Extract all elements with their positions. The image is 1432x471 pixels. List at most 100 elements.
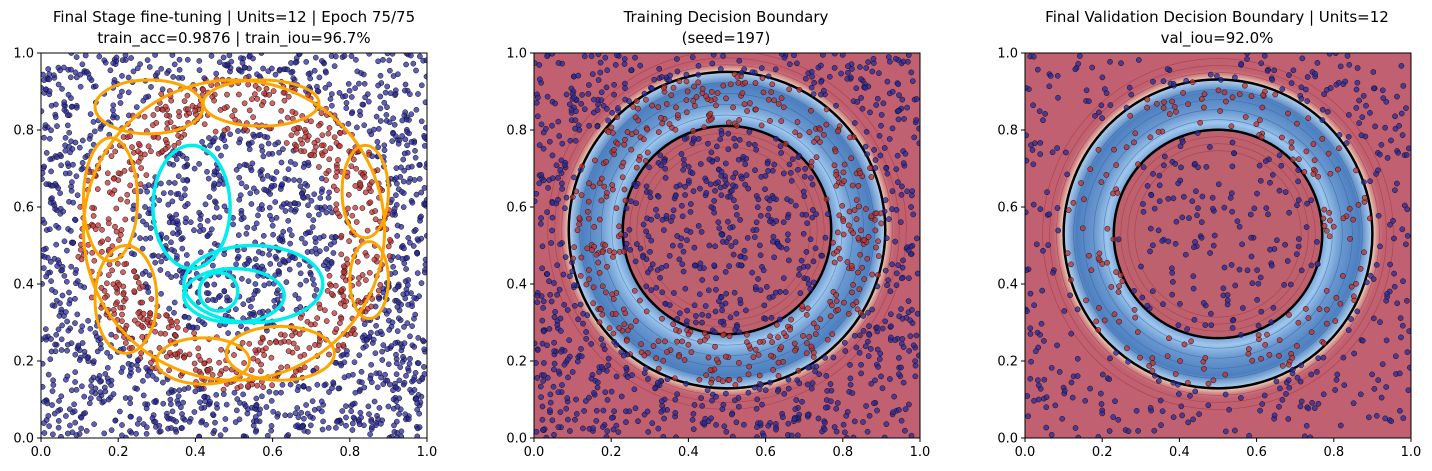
scatter-point — [147, 235, 154, 241]
scatter-point — [823, 372, 830, 379]
unit-loop-orange — [93, 244, 159, 355]
scatter-point — [68, 187, 75, 194]
scatter-point — [410, 377, 417, 383]
scatter-point — [1276, 187, 1283, 194]
scatter-point — [230, 221, 236, 228]
scatter-point — [1348, 283, 1355, 290]
scatter-point — [888, 311, 894, 318]
scatter-point — [679, 202, 685, 209]
scatter-point — [69, 179, 75, 185]
scatter-point — [116, 281, 123, 288]
contour-line — [636, 139, 818, 321]
scatter-point — [149, 373, 156, 379]
scatter-point — [1310, 171, 1317, 177]
scatter-point — [313, 250, 320, 257]
scatter-point — [300, 194, 306, 201]
scatter-point — [46, 135, 53, 142]
scatter-point — [420, 337, 426, 344]
scatter-point — [822, 404, 829, 411]
scatter-point — [325, 425, 332, 431]
scatter-point — [54, 123, 60, 129]
scatter-point — [301, 148, 308, 155]
scatter-point — [61, 99, 68, 105]
scatter-point — [551, 339, 557, 346]
scatter-point — [613, 341, 620, 348]
scatter-point — [343, 403, 349, 409]
scatter-point — [541, 372, 547, 379]
scatter-point — [672, 410, 679, 416]
scatter-point — [368, 361, 375, 368]
scatter-point — [841, 161, 848, 168]
scatter-point — [1228, 262, 1235, 268]
scatter-point — [297, 304, 304, 310]
scatter-point — [1054, 72, 1061, 79]
scatter-point — [276, 67, 283, 74]
scatter-point — [633, 200, 639, 207]
scatter-point — [775, 100, 782, 107]
scatter-point — [655, 129, 662, 135]
scatter-point — [873, 244, 879, 251]
scatter-point — [580, 320, 586, 327]
scatter-point — [1144, 96, 1151, 103]
scatter-point — [135, 148, 141, 155]
scatter-point — [87, 395, 94, 402]
scatter-point — [643, 308, 650, 315]
scatter-point — [231, 389, 238, 396]
scatter-point — [1096, 109, 1102, 116]
scatter-point — [909, 307, 915, 313]
scatter-point — [871, 147, 877, 153]
scatter-point — [1033, 241, 1040, 248]
scatter-point — [266, 251, 272, 258]
scatter-point — [644, 149, 651, 156]
scatter-point — [1095, 255, 1102, 262]
scatter-point — [48, 348, 55, 355]
scatter-point — [681, 357, 688, 363]
scatter-point — [380, 57, 386, 63]
scatter-point — [1353, 86, 1360, 93]
scatter-point — [109, 243, 116, 250]
scatter-point — [1391, 270, 1397, 277]
scatter-point — [866, 323, 872, 329]
scatter-point — [544, 53, 550, 59]
scatter-point — [732, 397, 738, 404]
contour-line — [1120, 136, 1316, 332]
scatter-point — [142, 204, 148, 210]
scatter-point — [377, 328, 384, 335]
scatter-point — [690, 426, 697, 433]
scatter-point — [135, 367, 142, 373]
scatter-point — [1171, 103, 1178, 110]
scatter-point — [766, 197, 773, 204]
scatter-point — [311, 191, 318, 198]
scatter-point — [87, 325, 94, 332]
scatter-point — [677, 242, 684, 249]
scatter-point — [544, 93, 551, 100]
scatter-point — [395, 315, 402, 322]
scatter-point — [838, 70, 844, 77]
scatter-point — [107, 354, 114, 360]
scatter-point — [73, 104, 80, 111]
scatter-point — [1043, 424, 1050, 431]
scatter-point — [785, 385, 792, 392]
scatter-point — [247, 303, 254, 310]
scatter-point — [1202, 354, 1209, 361]
scatter-point — [317, 305, 323, 311]
scatter-point — [610, 426, 617, 433]
scatter-point — [888, 334, 894, 341]
scatter-point — [1025, 132, 1029, 139]
scatter-point — [1276, 403, 1282, 410]
scatter-point — [844, 75, 851, 82]
scatter-point — [895, 116, 902, 123]
scatter-point — [586, 122, 592, 129]
scatter-point — [48, 336, 54, 342]
scatter-point — [809, 73, 815, 80]
scatter-point — [319, 132, 326, 139]
scatter-point — [606, 325, 613, 332]
scatter-point — [646, 164, 652, 171]
scatter-point — [1178, 403, 1185, 410]
scatter-point — [615, 105, 621, 111]
scatter-point — [1072, 66, 1079, 73]
unit-loops — [81, 78, 390, 386]
scatter-point — [757, 252, 764, 259]
scatter-point — [118, 227, 125, 233]
scatter-point — [808, 163, 815, 170]
